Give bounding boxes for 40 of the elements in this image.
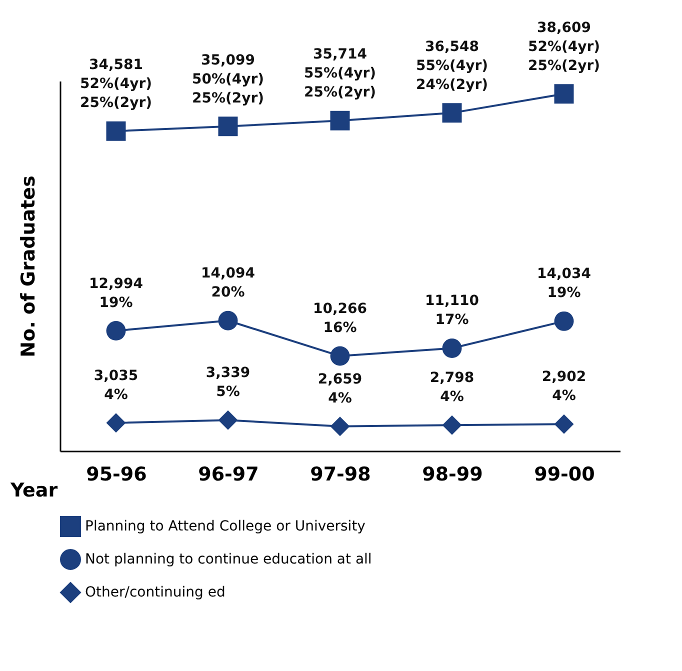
legend-label: Not planning to continue education at all: [85, 552, 372, 568]
point: [218, 310, 238, 330]
data-label: 10,266 16%: [312, 301, 368, 336]
data-label: 12,994 19%: [88, 276, 144, 311]
point: [442, 338, 462, 358]
point: [442, 103, 462, 123]
point: [330, 110, 350, 130]
x-tick-label: 96-97: [198, 464, 259, 486]
point: [554, 84, 574, 104]
data-label: 11,110 17%: [424, 293, 480, 328]
point: [330, 416, 350, 436]
point: [554, 311, 574, 331]
x-tick-label: 97-98: [310, 464, 371, 486]
legend-label: Other/continuing ed: [85, 584, 226, 600]
x-tick-label: 95-96: [86, 464, 147, 486]
point: [218, 410, 238, 430]
data-label: 2,659 4%: [318, 371, 362, 406]
data-label: 14,094 20%: [200, 266, 256, 301]
data-label: 3,035 4%: [94, 368, 138, 403]
data-label: 35,714 55%(4yr) 25%(2yr): [304, 46, 376, 101]
legend-label: Planning to Attend College or University: [85, 518, 366, 534]
data-label: 2,798 4%: [430, 370, 474, 406]
point: [218, 116, 238, 136]
x-tick-label: 98-99: [422, 464, 483, 486]
y-axis-title: No. of Graduates: [18, 176, 40, 358]
point: [330, 346, 350, 366]
x-axis-title: Year: [10, 480, 58, 502]
point: [554, 414, 574, 434]
x-tick-label: 99-00: [534, 464, 595, 486]
point: [106, 321, 126, 341]
data-label: 34,581 52%(4yr) 25%(2yr): [80, 57, 152, 112]
data-label: 2,902 4%: [542, 369, 586, 404]
point: [442, 415, 462, 435]
data-label: 35,099 50%(4yr) 25%(2yr): [192, 52, 264, 106]
data-label: 38,609 52%(4yr) 25%(2yr): [528, 20, 600, 74]
data-label: 3,339 5%: [206, 365, 250, 400]
data-label: 36,548 55%(4yr) 24%(2yr): [416, 38, 488, 93]
point: [106, 413, 126, 433]
point: [106, 121, 126, 141]
data-label: 14,034 19%: [536, 266, 592, 302]
